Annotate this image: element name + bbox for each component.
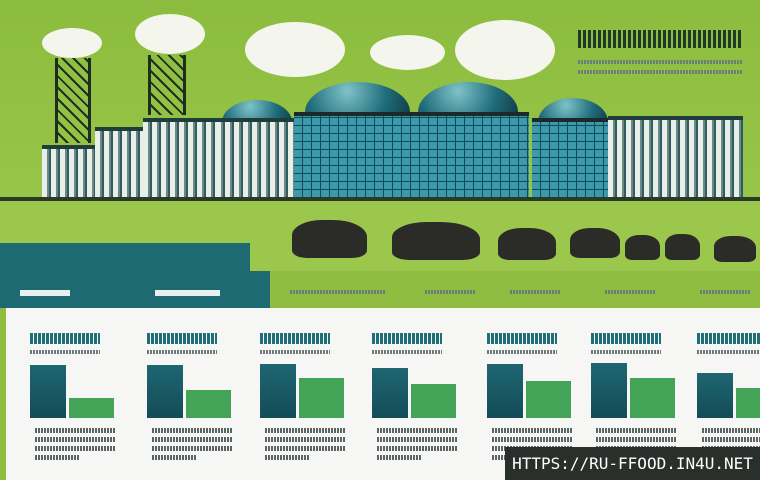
bar-secondary [299, 378, 344, 418]
panel-caption-line [492, 437, 572, 442]
panel-subheading [30, 350, 100, 354]
bar-secondary [69, 397, 114, 418]
panel-subheading [260, 350, 330, 354]
pig-silhouette [714, 236, 756, 262]
panel-caption-line [596, 437, 676, 442]
bar-primary [697, 373, 733, 418]
bar-primary [372, 368, 408, 418]
cow-silhouette [292, 220, 367, 258]
factory-building [216, 118, 296, 197]
solar-building [532, 118, 610, 197]
smoke-cloud [370, 35, 445, 70]
subtitle-line [578, 60, 743, 64]
smoke-cloud [42, 28, 102, 58]
band-label [290, 290, 385, 294]
panel-subheading [697, 350, 760, 354]
oil-derrick [55, 58, 91, 143]
solar-facility [294, 112, 529, 197]
band-label [700, 290, 750, 294]
panel-caption-line [702, 437, 760, 442]
bar-secondary [186, 389, 231, 418]
bar-secondary [630, 377, 675, 418]
panel-caption-line [377, 428, 457, 433]
panel-heading [260, 333, 330, 344]
oil-derrick [148, 55, 186, 115]
band-label [20, 290, 70, 296]
bar-primary [260, 364, 296, 418]
panel-caption-line [152, 455, 197, 460]
factory-building [95, 127, 145, 197]
panel-heading [591, 333, 661, 344]
panel-caption-line [35, 455, 80, 460]
bar-primary [30, 365, 66, 418]
panel-caption-line [377, 446, 457, 451]
dome [222, 100, 292, 122]
panel-caption-line [265, 428, 345, 433]
smoke-cloud [135, 14, 205, 54]
panel-subheading [147, 350, 217, 354]
panel-caption-line [265, 455, 310, 460]
bar-secondary [736, 387, 760, 418]
factory-building [608, 116, 743, 197]
bar-primary [591, 363, 627, 418]
panel-heading [372, 333, 442, 344]
panel-subheading [372, 350, 442, 354]
panel-heading [487, 333, 557, 344]
panel-caption-line [492, 428, 572, 433]
panel-heading [30, 333, 100, 344]
bar-secondary [526, 380, 571, 418]
panel-caption-line [377, 455, 422, 460]
pig-silhouette [392, 222, 480, 260]
panel-caption-line [596, 428, 676, 433]
smoke-cloud [245, 22, 345, 77]
band-label [605, 290, 655, 294]
panel-caption-line [152, 437, 232, 442]
panel-caption-line [377, 437, 457, 442]
watermark: HTTPS://RU-FFOOD.IN4U.NET [505, 447, 760, 480]
factory-building [143, 118, 218, 197]
panel-caption-line [35, 428, 115, 433]
panel-caption-line [35, 437, 115, 442]
bar-primary [487, 364, 523, 418]
band-label [425, 290, 475, 294]
band-label [510, 290, 560, 294]
water-strip [0, 243, 250, 271]
bar-primary [147, 365, 183, 418]
panel-caption-line [265, 446, 345, 451]
goat-silhouette [625, 235, 660, 260]
bar-secondary [411, 384, 456, 418]
panel-subheading [487, 350, 557, 354]
panel-caption-line [152, 428, 232, 433]
band-label [155, 290, 220, 296]
infographic-title-illegible [578, 30, 743, 48]
panel-caption-line [152, 446, 232, 451]
subtitle-line [578, 70, 743, 74]
cow-silhouette [498, 228, 556, 260]
panel-heading [147, 333, 217, 344]
teal-label-band [0, 271, 270, 308]
panel-caption-line [702, 428, 760, 433]
horizon-line [0, 197, 760, 201]
panel-caption-line [35, 446, 115, 451]
smoke-cloud [455, 20, 555, 80]
panel-heading [697, 333, 760, 344]
sheep-silhouette [570, 228, 620, 258]
goat-silhouette [665, 234, 700, 260]
panel-subheading [591, 350, 661, 354]
panel-caption-line [265, 437, 345, 442]
factory-building [42, 145, 97, 197]
